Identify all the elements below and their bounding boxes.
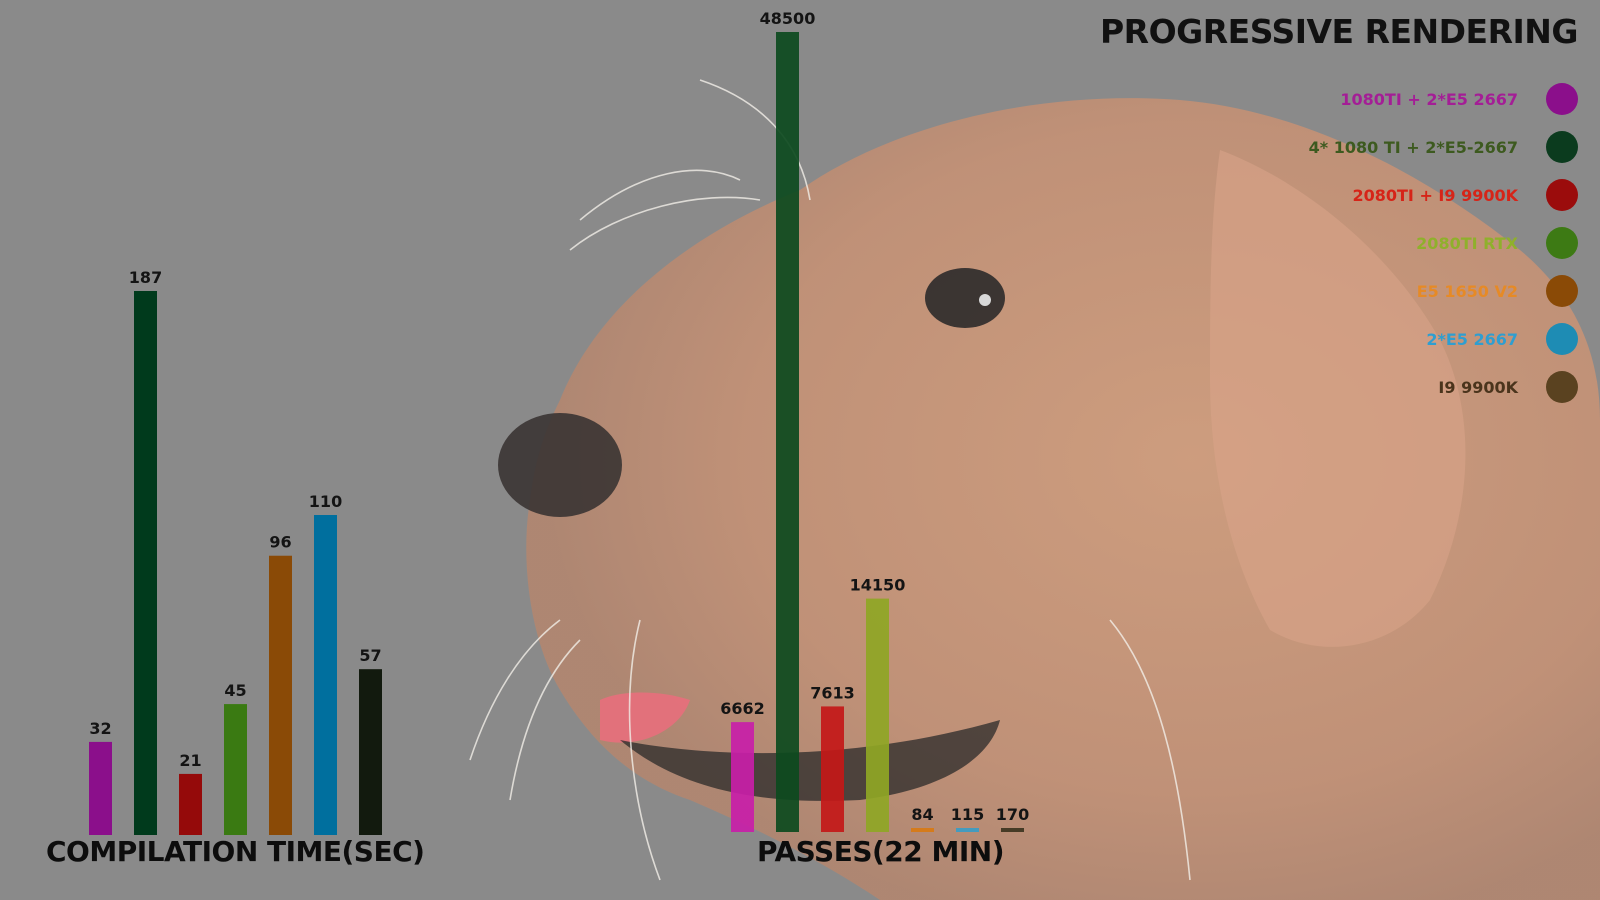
dog-tongue-shape	[600, 692, 690, 743]
bar	[314, 515, 337, 835]
bar	[359, 669, 382, 835]
bar	[866, 598, 889, 832]
dog-eye-highlight	[979, 294, 991, 306]
legend-item: 2080TI + I9 9900K	[1158, 171, 1578, 219]
chart-title: PROGRESSIVE RENDERING	[1100, 12, 1579, 51]
legend-label: I9 9900K	[1438, 377, 1518, 397]
legend-label: 2080TI + I9 9900K	[1352, 185, 1518, 205]
legend-item: 2080TI RTX	[1158, 219, 1578, 267]
data-label: 48500	[760, 9, 816, 28]
data-label: 96	[269, 533, 291, 552]
data-label: 45	[224, 681, 246, 700]
legend-item: 1080TI + 2*E5 2667	[1158, 75, 1578, 123]
dog-ear-shape	[1210, 150, 1466, 647]
bar	[1001, 828, 1024, 832]
bar	[911, 828, 934, 832]
compilation-chart-title: COMPILATION TIME(SEC)	[46, 835, 425, 868]
passes-chart-title: PASSES(22 MIN)	[757, 835, 1005, 868]
dog-nose-shape	[498, 413, 622, 517]
legend-label: 1080TI + 2*E5 2667	[1340, 89, 1518, 109]
legend-swatch	[1546, 131, 1578, 163]
data-label: 6662	[720, 699, 765, 718]
legend-label: E5 1650 V2	[1416, 281, 1518, 301]
bar	[731, 722, 754, 832]
dog-mouth-shape	[620, 720, 1000, 801]
data-label: 32	[89, 719, 111, 738]
legend-swatch	[1546, 275, 1578, 307]
legend-item: E5 1650 V2	[1158, 267, 1578, 315]
legend-swatch	[1546, 227, 1578, 259]
bar	[776, 32, 799, 832]
legend-item: 2*E5 2667	[1158, 315, 1578, 363]
data-label: 14150	[850, 576, 906, 595]
legend-swatch	[1546, 323, 1578, 355]
bar	[821, 706, 844, 832]
legend-swatch	[1546, 83, 1578, 115]
legend-label: 2*E5 2667	[1426, 329, 1518, 349]
data-label: 84	[911, 805, 933, 824]
legend-label: 4* 1080 TI + 2*E5-2667	[1308, 137, 1518, 157]
bar	[134, 291, 157, 835]
legend-item: I9 9900K	[1158, 363, 1578, 411]
legend: 1080TI + 2*E5 2667 4* 1080 TI + 2*E5-266…	[1158, 75, 1578, 411]
legend-swatch	[1546, 371, 1578, 403]
bar	[89, 741, 112, 835]
dog-whiskers	[469, 79, 1191, 881]
bar	[269, 555, 292, 835]
data-label: 57	[359, 646, 381, 665]
data-label: 187	[129, 268, 162, 287]
legend-swatch	[1546, 179, 1578, 211]
data-label: 115	[951, 805, 984, 824]
bar	[224, 704, 247, 835]
data-label: 110	[309, 492, 342, 511]
legend-item: 4* 1080 TI + 2*E5-2667	[1158, 123, 1578, 171]
bar	[179, 773, 202, 835]
data-label: 21	[179, 751, 201, 770]
legend-label: 2080TI RTX	[1416, 233, 1518, 253]
bar	[956, 828, 979, 832]
data-label: 170	[996, 805, 1029, 824]
dog-eye-shape	[925, 268, 1005, 328]
data-label: 7613	[810, 683, 855, 702]
